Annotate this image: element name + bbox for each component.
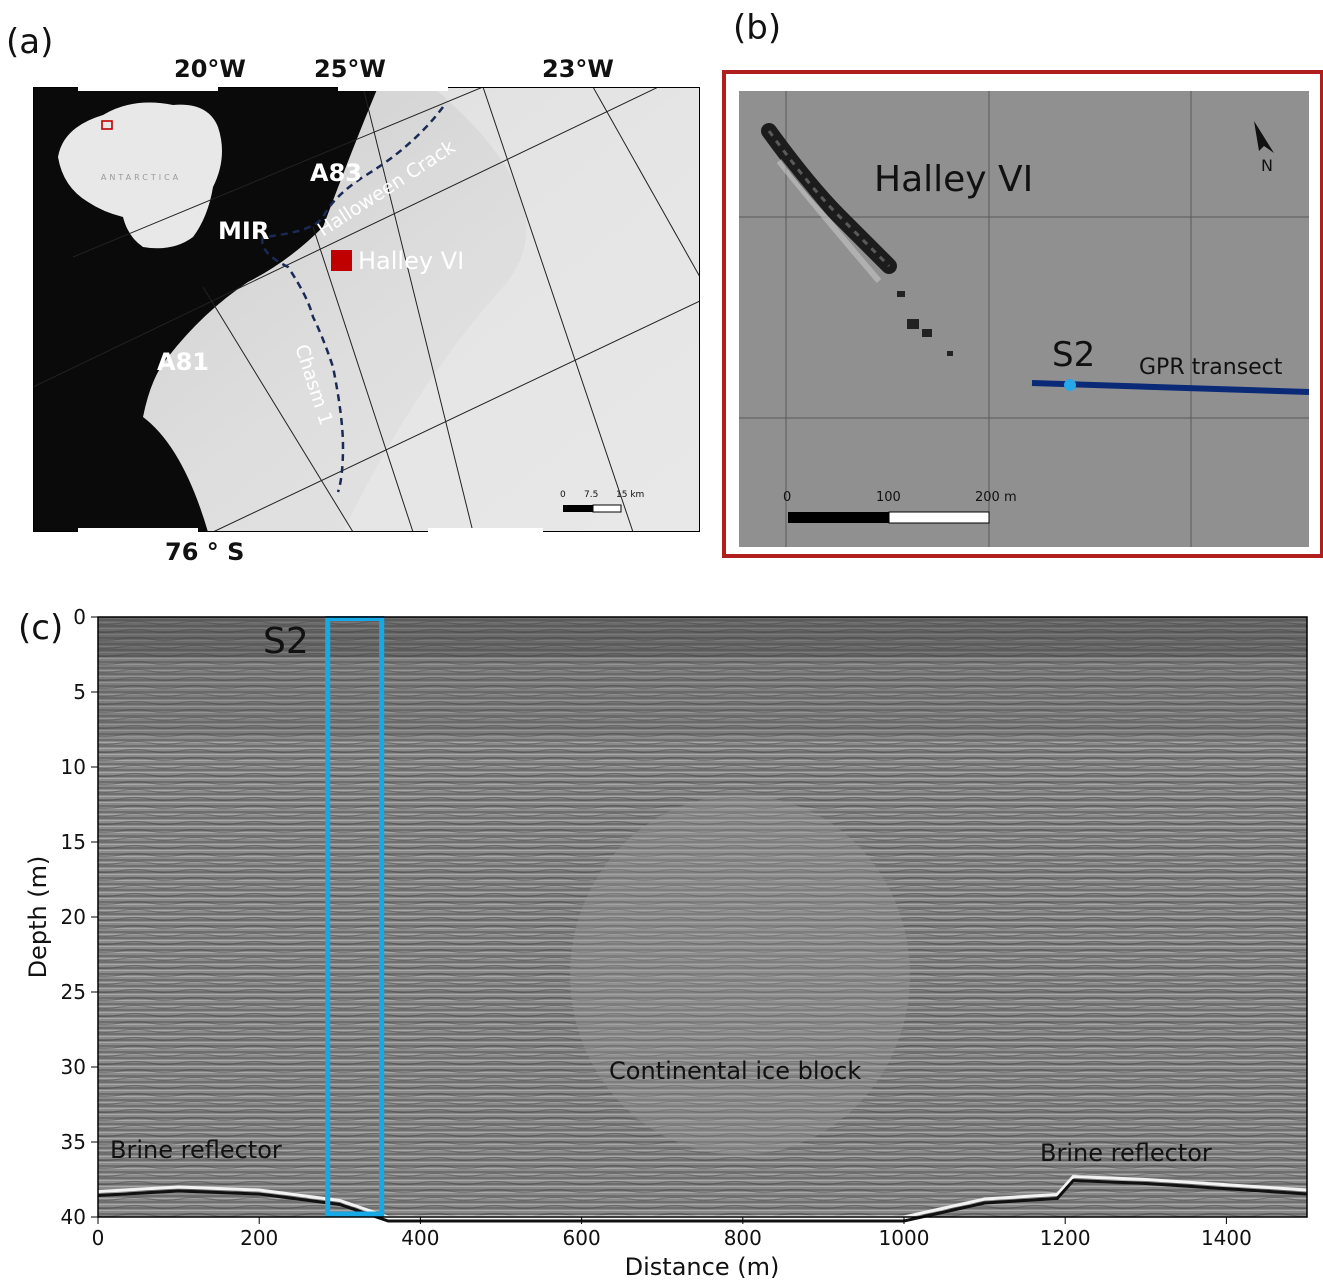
chasm-1-line: [261, 236, 345, 493]
y-tick-label: 10: [61, 755, 86, 779]
inset-location-box: [101, 120, 113, 130]
y-tick-label: 30: [61, 1055, 86, 1079]
s2-label-b: S2: [1052, 335, 1095, 375]
y-tick-label: 25: [61, 980, 86, 1004]
x-axis: 0 200 400 600 800 1000 1200 1400: [92, 1217, 1252, 1250]
x-tick-label: 600: [563, 1226, 601, 1250]
scalebar-b-tick-2: 200 m: [975, 490, 1017, 505]
y-tick-label: 15: [61, 830, 86, 854]
s2-label-c: S2: [263, 621, 309, 662]
x-tick-label: 1200: [1040, 1226, 1091, 1250]
s2-site-box: [325, 616, 385, 1217]
scalebar-b-tick-1: 100: [876, 490, 901, 505]
lon-label-25w: 25°W: [314, 55, 386, 83]
x-tick-label: 400: [401, 1226, 439, 1250]
brine-reflector-label-left: Brine reflector: [110, 1136, 282, 1164]
map-frame-ticks: [33, 87, 700, 532]
halley-vi-title: Halley VI: [874, 159, 1033, 200]
s2-site-marker: [1064, 379, 1076, 391]
scalebar-a-tick-2: 15 km: [616, 490, 644, 500]
x-axis-title: Distance (m): [625, 1253, 780, 1281]
continental-ice-label: Continental ice block: [609, 1057, 861, 1085]
brine-reflector-label-right: Brine reflector: [1040, 1139, 1212, 1167]
mir-label: MIR: [218, 217, 269, 245]
y-axis-title: Depth (m): [24, 856, 52, 979]
panel-b-frame: [722, 70, 1323, 558]
y-tick-label: 0: [73, 605, 86, 629]
scalebar-a: 0 7.5 15 km: [560, 490, 644, 513]
graticule: [33, 87, 700, 532]
antarctica-label: ANTARCTICA: [101, 173, 181, 182]
halley-vi-station: [761, 123, 953, 356]
y-tick-label: 35: [61, 1130, 86, 1154]
gpr-radargram: 0 200 400 600 800 1000 1200 1400 0 5 10 15 20 25 30 35…: [24, 605, 1308, 1281]
a83-label: A83: [310, 159, 362, 187]
gpr-transect-line: [1031, 380, 1309, 395]
scalebar-b: 0 100 200 m: [783, 490, 1017, 524]
halley-vi-marker: [331, 250, 352, 271]
map-panel-a: ANTARCTICA A83 MIR A81 Halley VI Hallowe…: [33, 87, 700, 532]
lon-label-23w: 23°W: [542, 55, 614, 83]
scalebar-a-tick-0: 0: [560, 490, 566, 500]
a81-label: A81: [157, 348, 209, 376]
y-axis: 0 5 10 15 20 25 30 35 40: [61, 605, 98, 1229]
y-tick-label: 20: [61, 905, 86, 929]
x-tick-label: 200: [240, 1226, 278, 1250]
panel-a-label: (a): [6, 22, 54, 62]
lon-label-20w: 20°W: [174, 55, 246, 83]
lat-label-76s: 76 ° S: [165, 538, 245, 566]
panel-c-label: (c): [18, 608, 64, 648]
x-tick-label: 1000: [879, 1226, 930, 1250]
panel-b-label: (b): [733, 8, 782, 48]
x-tick-label: 800: [724, 1226, 762, 1250]
satellite-panel-b: Halley VI N S2 GPR transect 0 100 200 m: [739, 91, 1309, 547]
x-tick-label: 1400: [1201, 1226, 1252, 1250]
y-tick-label: 5: [73, 680, 86, 704]
x-tick-label: 0: [92, 1226, 105, 1250]
gpr-transect-label: GPR transect: [1139, 355, 1283, 380]
halley-vi-label: Halley VI: [358, 247, 464, 275]
radargram-image: [98, 617, 1307, 1217]
scalebar-a-tick-1: 7.5: [584, 490, 598, 500]
y-tick-label: 40: [61, 1205, 86, 1229]
north-arrow-icon: N: [1254, 121, 1274, 175]
scalebar-b-tick-0: 0: [783, 490, 791, 505]
north-label: N: [1261, 156, 1273, 175]
